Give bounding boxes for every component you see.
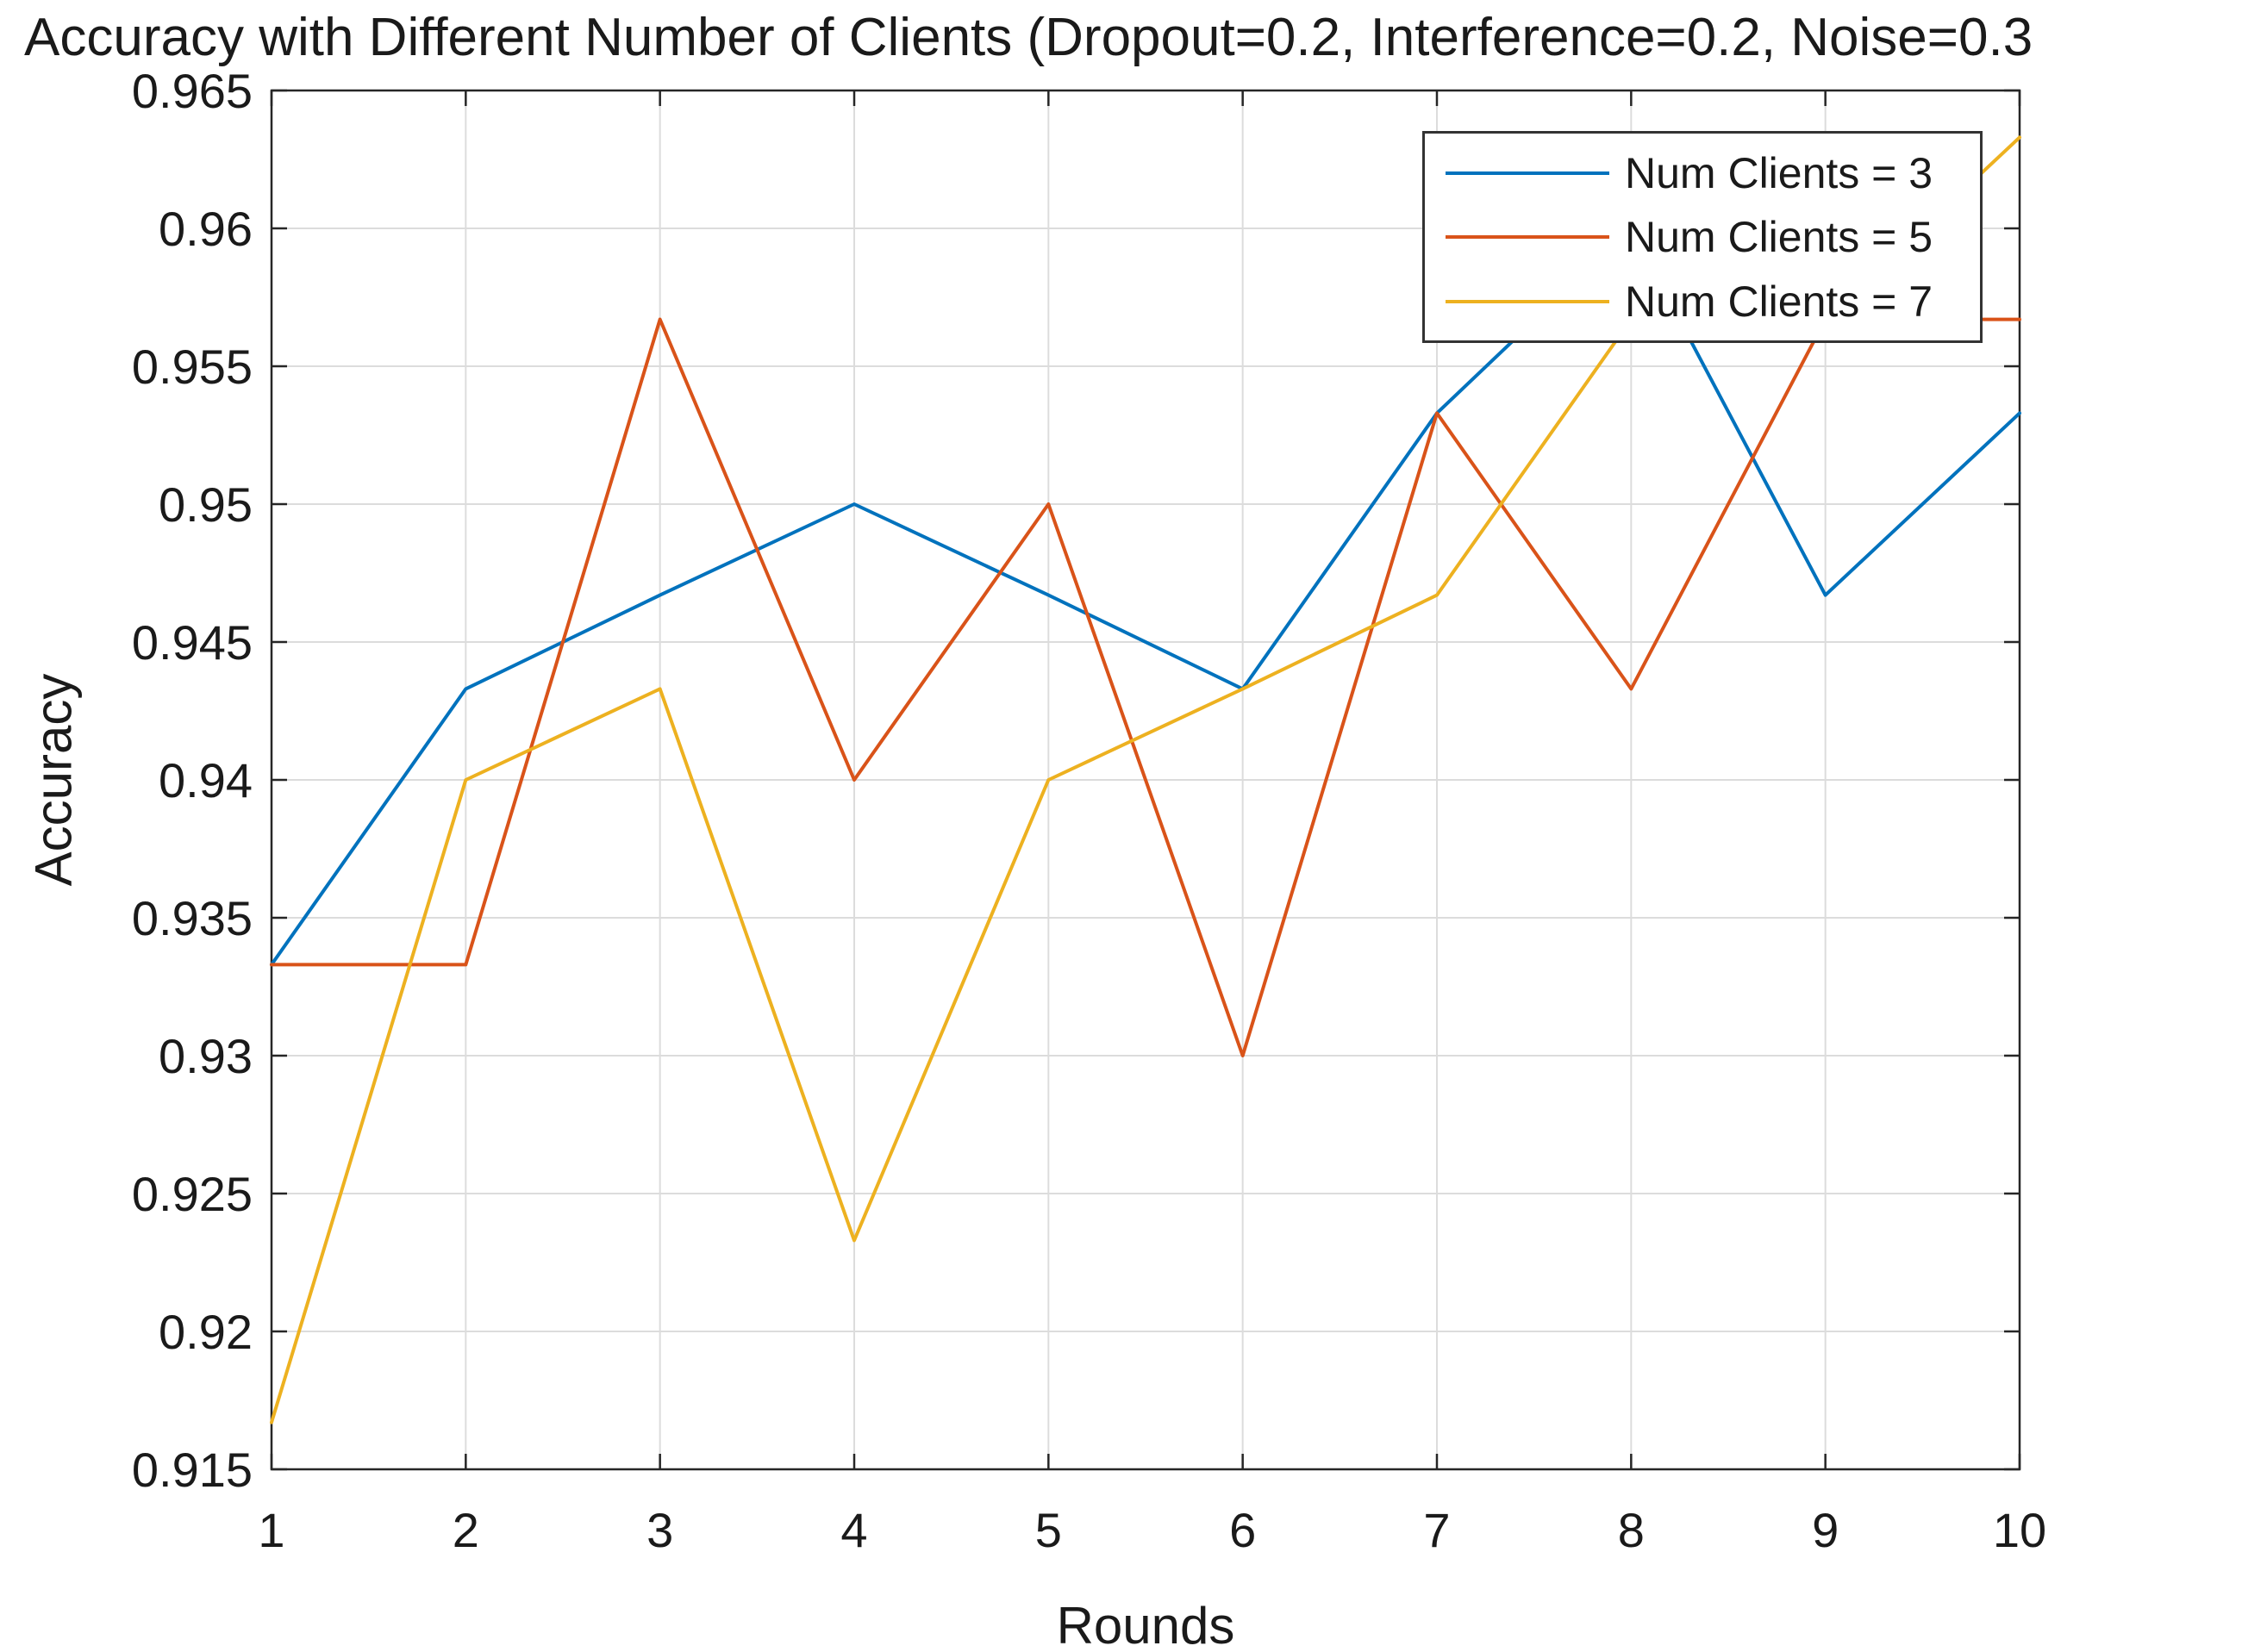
- x-tick-label: 10: [1993, 1503, 2046, 1557]
- x-tick-label: 2: [453, 1503, 479, 1557]
- legend-item-label: Num Clients = 5: [1625, 213, 1933, 261]
- x-tick-label: 5: [1035, 1503, 1062, 1557]
- legend-item: Num Clients = 3: [1425, 148, 1980, 198]
- legend-line-swatch: [1446, 299, 1609, 303]
- y-tick-label: 0.945: [132, 615, 253, 670]
- y-tick-label: 0.935: [132, 891, 253, 945]
- legend-item-label: Num Clients = 3: [1625, 148, 1933, 197]
- y-tick-label: 0.925: [132, 1167, 253, 1221]
- x-tick-label: 3: [646, 1503, 673, 1557]
- legend: Num Clients = 3 Num Clients = 5 Num Client…: [1422, 131, 1983, 343]
- x-axis-label: Rounds: [1056, 1597, 1235, 1652]
- y-tick-label: 0.965: [132, 64, 253, 118]
- x-tick-label: 8: [1618, 1503, 1645, 1557]
- y-tick-label: 0.955: [132, 340, 253, 394]
- y-tick-label: 0.915: [132, 1443, 253, 1497]
- y-tick-label: 0.96: [159, 202, 253, 256]
- y-tick-label: 0.95: [159, 477, 253, 532]
- x-tick-label: 1: [258, 1503, 284, 1557]
- x-tick-label: 4: [840, 1503, 867, 1557]
- y-axis-label: Accuracy: [24, 673, 83, 887]
- legend-item: Num Clients = 5: [1425, 212, 1980, 262]
- y-tick-label: 0.94: [159, 753, 253, 807]
- legend-line-swatch: [1446, 235, 1609, 239]
- x-tick-label: 9: [1812, 1503, 1839, 1557]
- legend-item: Num Clients = 7: [1425, 277, 1980, 327]
- y-tick-label: 0.92: [159, 1305, 253, 1359]
- chart-title: Accuracy with Different Number of Client…: [24, 8, 2033, 67]
- x-tick-label: 7: [1423, 1503, 1450, 1557]
- y-tick-label: 0.93: [159, 1029, 253, 1083]
- x-tick-label: 6: [1229, 1503, 1256, 1557]
- legend-line-swatch: [1446, 171, 1609, 175]
- legend-item-label: Num Clients = 7: [1625, 277, 1933, 326]
- series-line-2: [270, 317, 2021, 1057]
